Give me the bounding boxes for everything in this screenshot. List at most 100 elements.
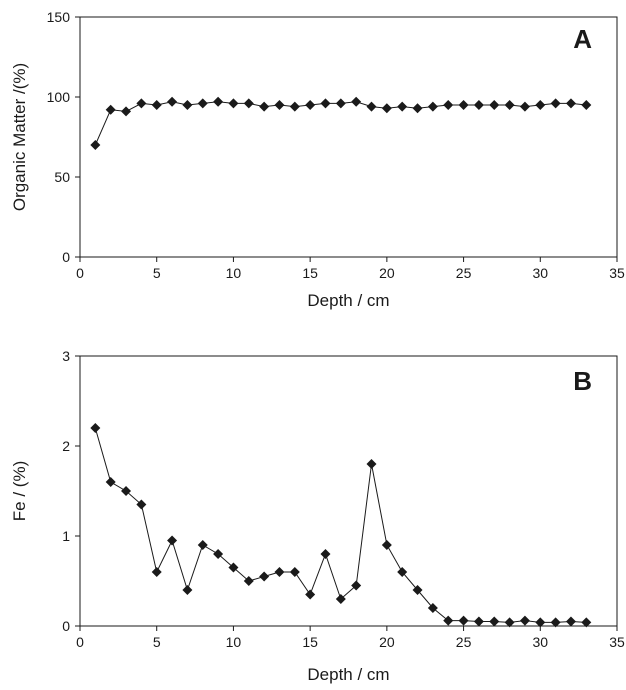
data-point	[105, 104, 116, 115]
data-point	[197, 540, 208, 550]
data-point	[167, 96, 178, 107]
data-point	[335, 98, 346, 109]
y-tick-label: 1	[62, 528, 70, 544]
data-point	[335, 594, 346, 604]
x-tick-label: 15	[302, 265, 318, 281]
x-axis-title: Depth / cm	[307, 665, 389, 684]
data-point	[167, 535, 178, 546]
data-point	[458, 615, 469, 626]
x-tick-label: 25	[456, 634, 472, 650]
data-point	[243, 98, 254, 109]
data-point	[213, 549, 224, 559]
data-point	[427, 603, 438, 613]
data-point	[535, 617, 546, 628]
data-point	[197, 98, 208, 109]
data-point	[90, 140, 101, 150]
y-tick-label: 0	[62, 618, 70, 634]
data-point	[565, 98, 576, 109]
data-point	[458, 100, 469, 110]
data-point	[351, 580, 362, 591]
data-point	[581, 617, 592, 628]
data-point	[489, 100, 500, 110]
data-point	[443, 100, 454, 110]
x-tick-label: 0	[76, 265, 84, 281]
x-tick-label: 35	[609, 634, 625, 650]
data-point	[381, 540, 392, 550]
data-point	[228, 562, 239, 573]
data-point	[259, 571, 270, 582]
data-point	[274, 567, 285, 577]
data-point	[412, 103, 423, 114]
data-point	[213, 96, 224, 107]
data-point	[320, 549, 331, 559]
data-point	[136, 98, 147, 109]
y-tick-label: 0	[62, 249, 70, 265]
x-tick-label: 30	[532, 634, 548, 650]
data-point	[121, 106, 132, 117]
y-tick-label: 50	[54, 169, 70, 185]
x-tick-label: 15	[302, 634, 318, 650]
data-point	[550, 617, 561, 628]
data-point	[381, 103, 392, 114]
data-point	[289, 567, 300, 577]
data-point	[581, 100, 592, 110]
y-tick-label: 2	[62, 438, 70, 454]
y-tick-label: 150	[47, 9, 71, 25]
data-point	[228, 98, 239, 109]
data-point	[121, 486, 132, 496]
data-point	[504, 617, 515, 628]
data-point	[289, 101, 300, 112]
data-point	[320, 98, 331, 109]
x-tick-label: 5	[153, 634, 161, 650]
data-point	[305, 100, 316, 110]
y-tick-label: 3	[62, 348, 70, 364]
plot-frame	[79, 355, 618, 627]
x-tick-label: 35	[609, 265, 625, 281]
x-tick-label: 25	[456, 265, 472, 281]
data-point	[366, 459, 377, 469]
chart-panel-a: 0 5 10 15 20 25 30 35 0 50 100 150 Depth / cm Organic…	[10, 9, 625, 310]
y-axis-title: Organic Matter /(%)	[10, 63, 29, 211]
x-tick-label: 30	[532, 265, 548, 281]
data-point	[519, 101, 530, 112]
data-point	[412, 585, 423, 595]
data-point	[366, 101, 377, 112]
data-point	[182, 585, 193, 595]
x-tick-label: 10	[226, 265, 242, 281]
data-point	[427, 101, 438, 112]
data-point	[274, 100, 285, 110]
data-point	[550, 98, 561, 109]
data-point	[473, 100, 484, 110]
panel-label: B	[573, 366, 592, 396]
chart-panel-b: 0 5 10 15 20 25 30 35 0 1 2 3 Depth / cm Fe / (%) B	[10, 348, 625, 684]
data-point	[473, 616, 484, 627]
data-point	[535, 100, 546, 110]
data-point	[489, 616, 500, 627]
plot-frame	[79, 16, 618, 258]
data-point	[259, 101, 270, 112]
data-point	[397, 567, 408, 577]
data-point	[519, 615, 530, 626]
data-point	[443, 615, 454, 626]
data-point	[151, 567, 162, 577]
data-point	[182, 100, 193, 110]
x-tick-label: 20	[379, 634, 395, 650]
x-tick-label: 0	[76, 634, 84, 650]
data-point	[351, 96, 362, 107]
data-point	[305, 589, 316, 600]
data-point	[105, 477, 116, 487]
series-line	[94, 427, 587, 623]
x-tick-label: 10	[226, 634, 242, 650]
data-point	[243, 576, 254, 586]
y-tick-label: 100	[47, 89, 71, 105]
data-point	[565, 616, 576, 627]
data-point	[504, 100, 515, 110]
data-point	[136, 499, 147, 510]
data-point	[151, 100, 162, 110]
x-axis-title: Depth / cm	[307, 291, 389, 310]
data-point	[397, 101, 408, 112]
x-tick-label: 5	[153, 265, 161, 281]
panel-label: A	[573, 24, 592, 54]
data-point	[90, 423, 101, 433]
